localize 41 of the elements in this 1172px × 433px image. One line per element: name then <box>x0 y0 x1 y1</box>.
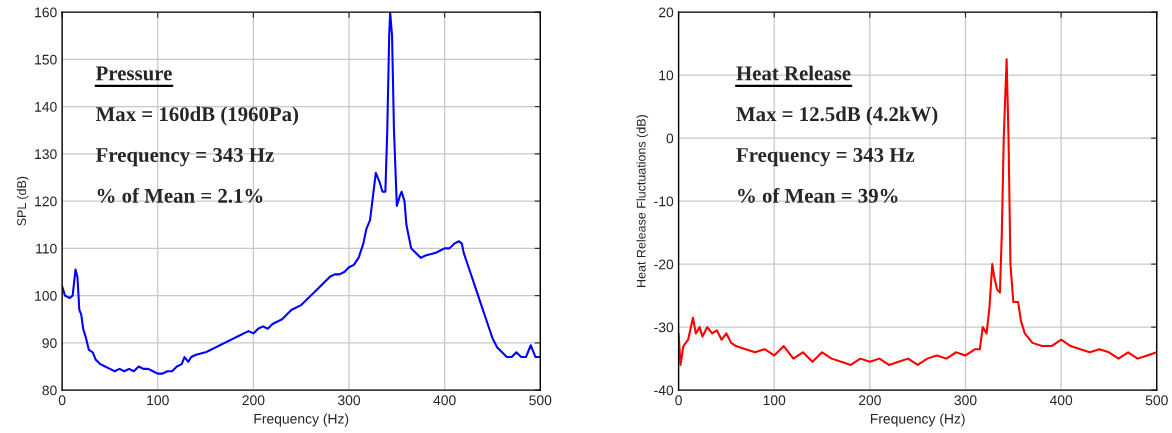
annotation: Frequency = 343 Hz <box>736 148 915 167</box>
y-tick-label: 90 <box>42 338 57 349</box>
y-tick-label: 10 <box>659 70 674 81</box>
y-tick-label: 20 <box>658 7 674 18</box>
y-tick-label: 0 <box>666 133 674 144</box>
annotation: Max = 12.5dB (4.2kW) <box>736 106 938 126</box>
y-axis-title: Heat Release Fluctuations (dB) <box>636 115 649 287</box>
x-axis-title: Frequency (Hz) <box>870 413 965 427</box>
x-tick-label: 0 <box>675 395 682 406</box>
y-tick-label: 100 <box>35 290 57 301</box>
annotation: Heat Release <box>736 65 851 81</box>
y-tick-label: 140 <box>35 101 57 112</box>
y-tick-label: 120 <box>35 196 57 207</box>
x-tick-label: 200 <box>242 395 265 406</box>
x-tick-label: 100 <box>147 395 169 406</box>
y-axis-title: SPL (dB) <box>16 176 29 226</box>
y-tick-label: -40 <box>654 385 674 396</box>
y-tick-label: 150 <box>35 54 57 65</box>
x-tick-label: 0 <box>58 395 66 406</box>
y-tick-label: -30 <box>654 322 674 333</box>
annotation: % of Mean = 39% <box>738 187 898 203</box>
x-tick-label: 500 <box>1145 395 1168 406</box>
annotation: % of Mean = 2.1% <box>97 187 263 203</box>
y-tick-label: 130 <box>35 149 57 160</box>
x-tick-label: 400 <box>433 395 456 406</box>
x-tick-label: 300 <box>954 395 977 406</box>
x-tick-label: 400 <box>1049 395 1073 406</box>
y-tick-label: -10 <box>654 196 674 207</box>
line-series <box>678 58 1157 366</box>
annotation: Max = 160dB (1960Pa) <box>95 106 299 126</box>
y-tick-label: 160 <box>35 7 57 18</box>
x-tick-label: 100 <box>763 395 786 406</box>
annotation: Frequency = 343 Hz <box>95 148 274 167</box>
x-tick-label: 200 <box>858 395 881 406</box>
y-tick-label: 110 <box>36 243 57 254</box>
y-tick-label: -20 <box>654 259 674 270</box>
x-tick-label: 300 <box>337 395 361 406</box>
x-tick-label: 500 <box>529 395 552 406</box>
annotation: Pressure <box>95 66 172 81</box>
x-axis-title: Frequency (Hz) <box>254 413 349 427</box>
y-tick-label: 80 <box>42 385 57 396</box>
